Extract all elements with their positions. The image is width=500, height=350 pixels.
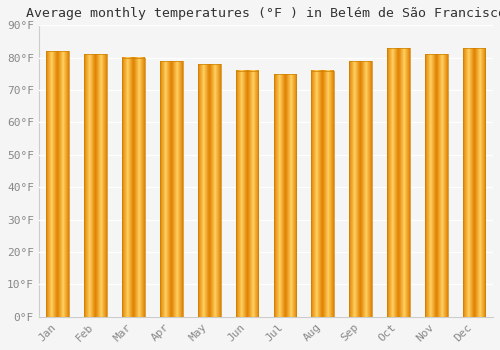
Bar bbox=[349, 61, 372, 317]
Bar bbox=[387, 48, 410, 317]
Bar bbox=[46, 51, 69, 317]
Bar bbox=[425, 55, 448, 317]
Bar bbox=[122, 58, 145, 317]
Bar bbox=[463, 48, 485, 317]
Title: Average monthly temperatures (°F ) in Belém de São Francisco: Average monthly temperatures (°F ) in Be… bbox=[26, 7, 500, 20]
Bar bbox=[160, 61, 182, 317]
Bar bbox=[312, 71, 334, 317]
Bar bbox=[84, 55, 107, 317]
Bar bbox=[198, 64, 220, 317]
Bar bbox=[274, 74, 296, 317]
Bar bbox=[236, 71, 258, 317]
